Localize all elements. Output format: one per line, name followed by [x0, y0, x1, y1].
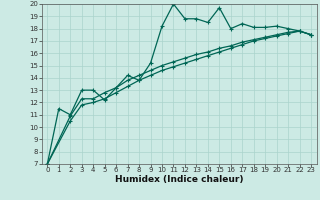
X-axis label: Humidex (Indice chaleur): Humidex (Indice chaleur)	[115, 175, 244, 184]
